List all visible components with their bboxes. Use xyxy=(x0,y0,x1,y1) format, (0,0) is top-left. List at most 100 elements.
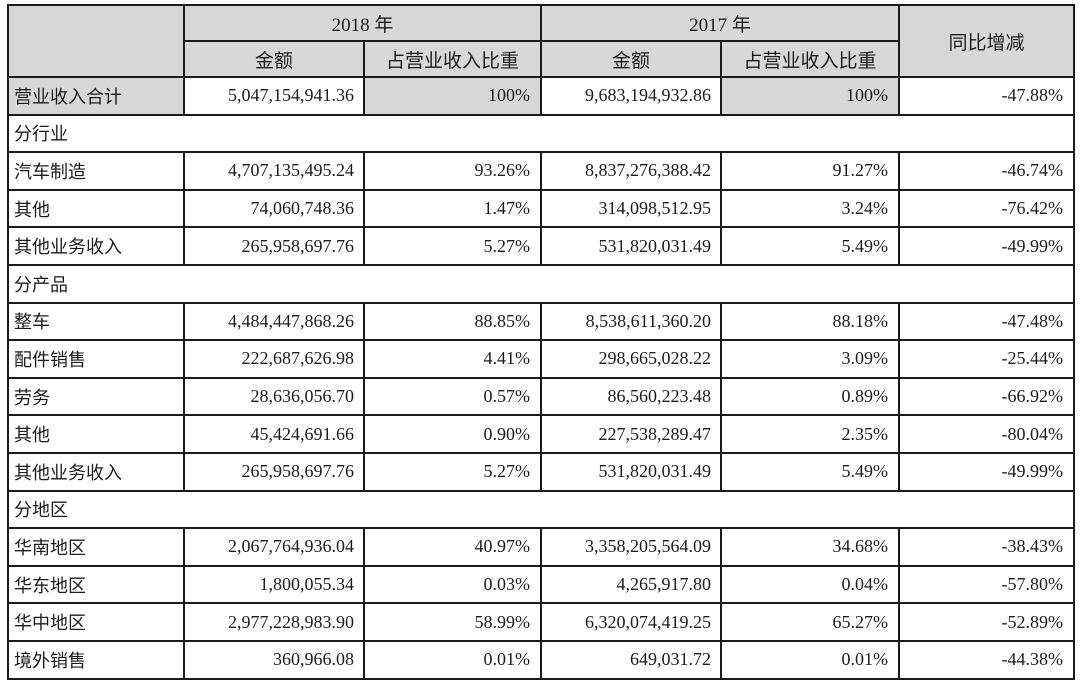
amount-2017-cell: 9,683,194,932.86 xyxy=(540,76,723,116)
share-2018-cell: 88.85% xyxy=(362,301,543,342)
year-2017-header: 2017 年 xyxy=(540,4,901,42)
share-2018-cell: 93.26% xyxy=(362,151,543,191)
section-title: 分地区 xyxy=(6,489,1076,530)
table-row: 其他业务收入 265,958,697.76 5.27% 531,820,031.49 5… xyxy=(7,451,1076,492)
share-2017-cell: 5.49% xyxy=(720,451,901,492)
yoy-cell: -47.88% xyxy=(898,76,1076,116)
table-row: 华东地区 1,800,055.34 0.03% 4,265,917.80 0.04% -5… xyxy=(7,564,1076,605)
amount-2017-cell: 531,820,031.49 xyxy=(540,451,723,492)
row-label-cell: 其他业务收入 xyxy=(7,451,185,492)
yoy-cell: -80.04% xyxy=(898,414,1076,454)
share-2018-cell: 5.27% xyxy=(362,226,543,266)
table-row: 华中地区 2,977,228,983.90 58.99% 6,320,074,419.… xyxy=(7,602,1076,642)
share-2017-cell: 3.09% xyxy=(720,339,901,379)
amount-2017-cell: 531,820,031.49 xyxy=(540,226,723,266)
share-2017-cell: 91.27% xyxy=(720,151,901,191)
section-row: 分行业 xyxy=(6,113,1076,154)
amount-2018-cell: 2,977,228,983.90 xyxy=(183,602,365,642)
row-label-cell: 配件销售 xyxy=(7,339,185,379)
year-2018-header: 2018 年 xyxy=(182,4,543,42)
yoy-cell: -57.80% xyxy=(898,564,1076,605)
share-2017-cell: 88.18% xyxy=(720,301,901,342)
amount-2018-cell: 4,707,135,495.24 xyxy=(183,151,365,191)
share-2017-cell: 65.27% xyxy=(720,602,901,642)
row-label-cell: 营业收入合计 xyxy=(7,76,185,116)
amount-2017-cell: 649,031.72 xyxy=(540,639,723,680)
yoy-cell: -49.99% xyxy=(898,451,1076,492)
amount-2017-cell: 227,538,289.47 xyxy=(540,414,723,454)
amount-2018-cell: 222,687,626.98 xyxy=(183,339,365,379)
row-label-cell: 其他 xyxy=(7,414,185,454)
yoy-cell: -66.92% xyxy=(898,376,1076,417)
table-row: 整车 4,484,447,868.26 88.85% 8,538,611,360.20… xyxy=(7,301,1076,342)
section-row: 分地区 xyxy=(6,489,1076,530)
amount-2018-cell: 265,958,697.76 xyxy=(183,451,365,492)
share-2018-cell: 100% xyxy=(362,76,543,116)
amount-2017-cell: 298,665,028.22 xyxy=(540,339,723,379)
share-2018-cell: 0.03% xyxy=(362,564,543,605)
share-2018-cell: 40.97% xyxy=(362,527,543,567)
amount-2018-cell: 2,067,764,936.04 xyxy=(183,527,365,567)
amount-2018-header: 金额 xyxy=(183,40,365,78)
row-label-cell: 劳务 xyxy=(7,376,185,417)
share-2018-cell: 5.27% xyxy=(362,451,543,492)
amount-2017-cell: 3,358,205,564.09 xyxy=(540,527,723,567)
yoy-cell: -47.48% xyxy=(898,301,1076,342)
yoy-cell: -46.74% xyxy=(898,151,1076,191)
share-2018-cell: 0.90% xyxy=(362,414,543,454)
table-row: 其他 74,060,748.36 1.47% 314,098,512.95 3.24% -… xyxy=(7,188,1076,229)
amount-2017-cell: 8,837,276,388.42 xyxy=(540,151,723,191)
revenue-breakdown-table: 2018 年 2017 年 同比增减 金额 占营业收入比重 金额 占营业收入比重… xyxy=(6,4,1076,680)
share-2017-header: 占营业收入比重 xyxy=(720,40,901,78)
header-row-years: 2018 年 2017 年 同比增减 xyxy=(7,4,1076,78)
yoy-cell: -44.38% xyxy=(898,639,1076,680)
share-2017-cell: 0.89% xyxy=(720,376,901,417)
share-2018-cell: 0.01% xyxy=(362,639,543,680)
row-label-cell: 华中地区 xyxy=(7,602,185,642)
table-row: 劳务 28,636,056.70 0.57% 86,560,223.48 0.89% -6… xyxy=(7,376,1076,417)
yoy-header: 同比增减 xyxy=(898,4,1076,78)
amount-2017-cell: 4,265,917.80 xyxy=(540,564,723,605)
amount-2017-header: 金额 xyxy=(540,40,723,78)
share-2017-cell: 5.49% xyxy=(720,226,901,266)
amount-2017-cell: 8,538,611,360.20 xyxy=(540,301,723,342)
yoy-cell: -49.99% xyxy=(898,226,1076,266)
row-label-cell: 其他 xyxy=(7,188,185,229)
amount-2017-cell: 6,320,074,419.25 xyxy=(540,602,723,642)
section-title: 分产品 xyxy=(6,263,1076,304)
amount-2018-cell: 360,966.08 xyxy=(183,639,365,680)
share-2018-header: 占营业收入比重 xyxy=(362,40,543,78)
row-label-cell: 华东地区 xyxy=(7,564,185,605)
row-label-cell: 汽车制造 xyxy=(7,151,185,191)
section-title: 分行业 xyxy=(6,113,1076,154)
row-label-cell: 整车 xyxy=(7,301,185,342)
share-2018-cell: 0.57% xyxy=(362,376,543,417)
amount-2018-cell: 1,800,055.34 xyxy=(183,564,365,605)
yoy-cell: -52.89% xyxy=(898,602,1076,642)
share-2017-cell: 100% xyxy=(720,76,901,116)
amount-2018-cell: 74,060,748.36 xyxy=(183,188,365,229)
amount-2018-cell: 4,484,447,868.26 xyxy=(183,301,365,342)
yoy-cell: -25.44% xyxy=(898,339,1076,379)
table-row: 配件销售 222,687,626.98 4.41% 298,665,028.22 3.0… xyxy=(7,339,1076,379)
share-2018-cell: 1.47% xyxy=(362,188,543,229)
corner-empty-cell xyxy=(7,4,185,78)
amount-2018-cell: 5,047,154,941.36 xyxy=(183,76,365,116)
amount-2017-cell: 86,560,223.48 xyxy=(540,376,723,417)
header-row-metrics: 金额 占营业收入比重 金额 占营业收入比重 xyxy=(8,40,1074,78)
table-header: 2018 年 2017 年 同比增减 金额 占营业收入比重 金额 占营业收入比重 xyxy=(7,4,1076,78)
table-row: 其他 45,424,691.66 0.90% 227,538,289.47 2.35% -… xyxy=(7,414,1076,454)
amount-2018-cell: 265,958,697.76 xyxy=(183,226,365,266)
share-2017-cell: 34.68% xyxy=(720,527,901,567)
amount-2018-cell: 45,424,691.66 xyxy=(183,414,365,454)
share-2017-cell: 0.04% xyxy=(720,564,901,605)
section-row: 分产品 xyxy=(6,263,1076,304)
share-2017-cell: 3.24% xyxy=(720,188,901,229)
amount-2017-cell: 314,098,512.95 xyxy=(540,188,723,229)
yoy-cell: -76.42% xyxy=(898,188,1076,229)
row-label-cell: 华南地区 xyxy=(7,527,185,567)
amount-2018-cell: 28,636,056.70 xyxy=(183,376,365,417)
yoy-cell: -38.43% xyxy=(898,527,1076,567)
table-body: 营业收入合计 5,047,154,941.36 100% 9,683,194,932.… xyxy=(6,76,1076,680)
